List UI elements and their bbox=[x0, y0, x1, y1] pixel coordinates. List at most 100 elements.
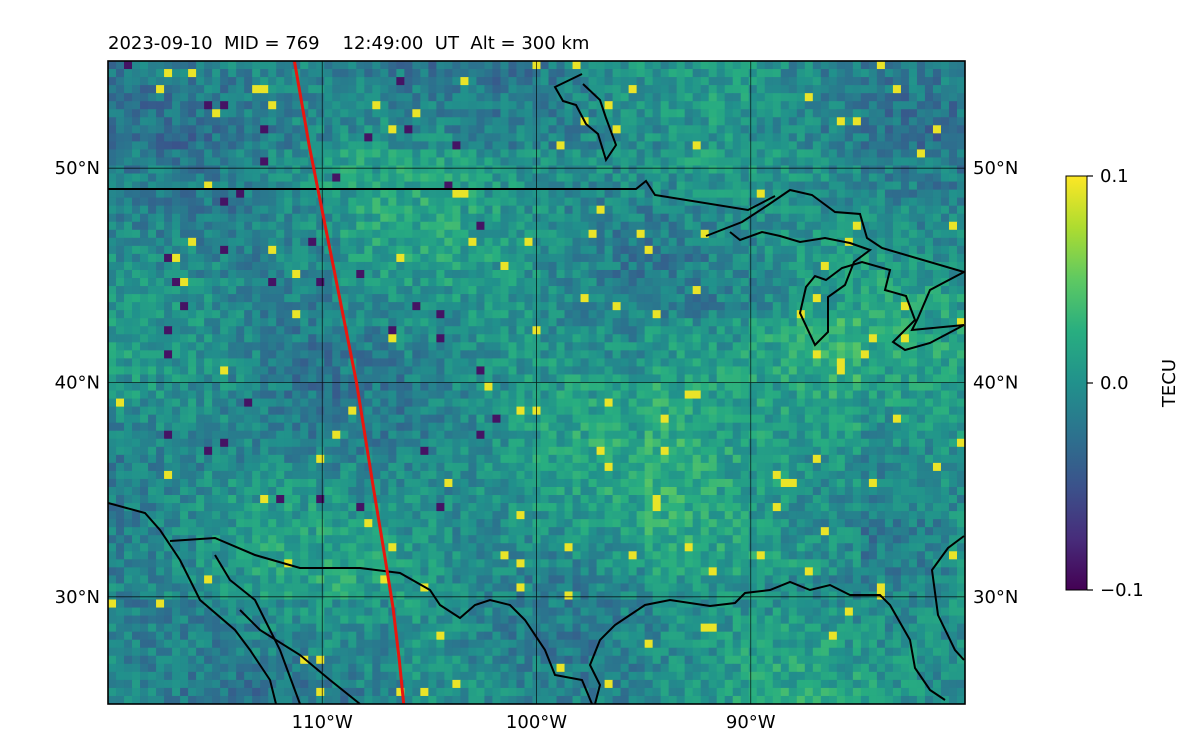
heatmap-cell bbox=[332, 133, 341, 142]
heatmap-cell bbox=[932, 117, 942, 126]
heatmap-cell bbox=[284, 334, 293, 343]
heatmap-cell bbox=[316, 61, 325, 70]
heatmap-cell bbox=[468, 382, 478, 392]
heatmap-cell bbox=[572, 133, 582, 142]
heatmap-cell bbox=[916, 390, 926, 400]
heatmap-cell bbox=[276, 69, 285, 78]
heatmap-cell bbox=[828, 149, 838, 159]
heatmap-cell bbox=[588, 141, 598, 151]
heatmap-cell bbox=[412, 117, 421, 126]
heatmap-cell bbox=[780, 334, 790, 343]
heatmap-cell bbox=[852, 173, 862, 183]
heatmap-cell bbox=[940, 165, 950, 175]
heatmap-cell bbox=[340, 269, 349, 279]
heatmap-cell bbox=[756, 245, 766, 255]
heatmap-cell bbox=[580, 133, 590, 142]
heatmap-cell bbox=[212, 253, 221, 263]
heatmap-cell bbox=[204, 358, 213, 368]
heatmap-cell bbox=[740, 165, 750, 175]
heatmap-cell bbox=[284, 366, 293, 376]
heatmap-cell bbox=[556, 237, 566, 247]
heatmap-cell bbox=[116, 334, 125, 343]
heatmap-cell bbox=[436, 334, 445, 343]
heatmap-cell bbox=[740, 101, 750, 110]
heatmap-cell bbox=[340, 374, 349, 384]
heatmap-cell bbox=[772, 101, 782, 110]
heatmap-cell bbox=[780, 278, 790, 287]
heatmap-cell bbox=[348, 406, 357, 416]
heatmap-cell bbox=[652, 326, 662, 335]
heatmap-cell bbox=[908, 93, 918, 102]
heatmap-cell bbox=[212, 334, 221, 343]
heatmap-cell bbox=[180, 253, 189, 263]
heatmap-cell bbox=[476, 326, 486, 335]
heatmap-cell bbox=[796, 213, 806, 223]
heatmap-cell bbox=[420, 366, 429, 376]
heatmap-cell bbox=[148, 141, 157, 151]
heatmap-cell bbox=[844, 165, 854, 175]
heatmap-cell bbox=[700, 221, 710, 231]
heatmap-cell bbox=[212, 374, 221, 384]
heatmap-cell bbox=[268, 61, 277, 70]
heatmap-cell bbox=[668, 109, 678, 118]
heatmap-cell bbox=[420, 141, 429, 151]
heatmap-cell bbox=[412, 181, 421, 191]
heatmap-cell bbox=[756, 69, 766, 78]
heatmap-cell bbox=[204, 334, 213, 343]
heatmap-cell bbox=[332, 318, 341, 327]
heatmap-cell bbox=[244, 302, 253, 311]
heatmap-cell bbox=[700, 149, 710, 159]
heatmap-cell bbox=[764, 326, 774, 335]
heatmap-cell bbox=[700, 286, 710, 295]
heatmap-cell bbox=[892, 93, 902, 102]
heatmap-cell bbox=[932, 237, 942, 247]
heatmap-cell bbox=[636, 101, 646, 110]
heatmap-cell bbox=[124, 237, 133, 247]
heatmap-cell bbox=[628, 326, 638, 335]
heatmap-cell bbox=[236, 181, 245, 191]
heatmap-cell bbox=[812, 173, 822, 183]
heatmap-cell bbox=[652, 133, 662, 142]
heatmap-cell bbox=[636, 422, 646, 432]
heatmap-cell bbox=[756, 77, 766, 86]
heatmap-cell bbox=[308, 221, 317, 231]
heatmap-cell bbox=[220, 93, 229, 102]
heatmap-cell bbox=[372, 221, 381, 231]
heatmap-cell bbox=[892, 205, 902, 215]
heatmap-cell bbox=[860, 414, 870, 424]
heatmap-cell bbox=[284, 406, 293, 416]
heatmap-cell bbox=[220, 181, 229, 191]
heatmap-cell bbox=[916, 294, 926, 303]
heatmap-cell bbox=[188, 398, 197, 408]
heatmap-cell bbox=[444, 197, 453, 207]
heatmap-cell bbox=[916, 350, 926, 359]
heatmap-cell bbox=[564, 197, 574, 207]
heatmap-cell bbox=[652, 334, 662, 343]
heatmap-cell bbox=[860, 109, 870, 118]
heatmap-cell bbox=[324, 310, 333, 319]
heatmap-cell bbox=[308, 69, 317, 78]
heatmap-cell bbox=[580, 278, 590, 287]
heatmap-cell bbox=[572, 189, 582, 199]
heatmap-cell bbox=[372, 414, 381, 424]
heatmap-cell bbox=[468, 422, 478, 432]
heatmap-cell bbox=[452, 390, 462, 400]
heatmap-cell bbox=[548, 157, 558, 167]
heatmap-cell bbox=[292, 358, 301, 368]
heatmap-cell bbox=[324, 77, 333, 86]
heatmap-cell bbox=[252, 406, 261, 416]
heatmap-cell bbox=[764, 221, 774, 231]
heatmap-cell bbox=[844, 213, 854, 223]
heatmap-cell bbox=[212, 278, 221, 287]
heatmap-cell bbox=[660, 85, 670, 94]
heatmap-cell bbox=[252, 326, 261, 335]
heatmap-cell bbox=[812, 221, 822, 231]
heatmap-cell bbox=[396, 181, 405, 191]
heatmap-cell bbox=[244, 189, 253, 199]
heatmap-cell bbox=[732, 229, 742, 239]
heatmap-cell bbox=[428, 229, 437, 239]
heatmap-cell bbox=[796, 422, 806, 432]
heatmap-cell bbox=[948, 173, 958, 183]
heatmap-cell bbox=[940, 253, 950, 263]
heatmap-cell bbox=[388, 358, 397, 368]
